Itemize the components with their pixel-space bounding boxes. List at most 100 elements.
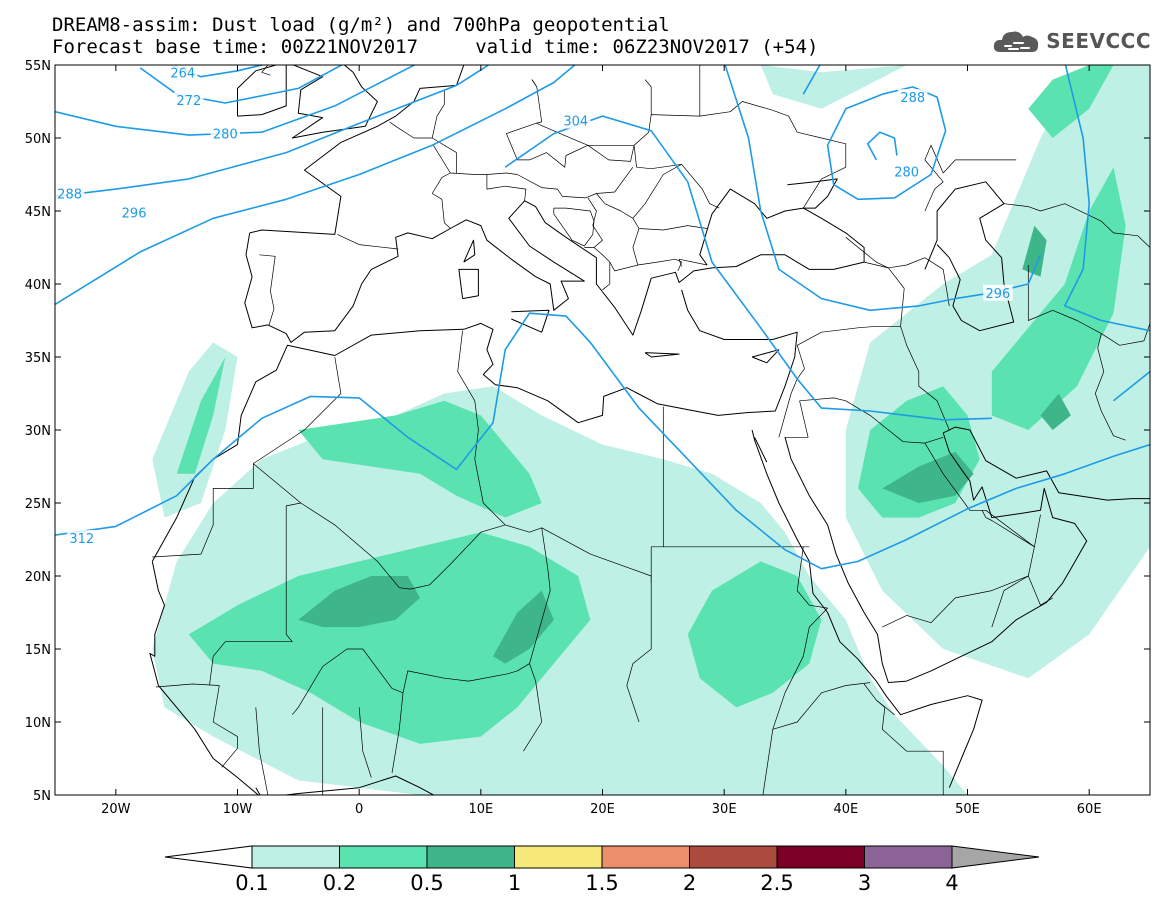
color-legend: 0.1 0.2 0.5 1 1.5 2 2.5 3 4 [164, 845, 1040, 895]
coastline-6 [754, 437, 768, 463]
country-border-60 [863, 683, 895, 715]
country-border-57 [531, 79, 538, 88]
legend-label: 0.1 [235, 871, 268, 895]
cloud-icon [994, 31, 1039, 52]
country-border-12 [358, 707, 372, 778]
lat-tick-label: 20N [25, 570, 51, 585]
country-border-11 [391, 692, 404, 774]
country-border-41 [584, 247, 638, 272]
lat-tick-label: 40N [25, 278, 51, 293]
coastline-4 [751, 429, 983, 788]
country-border-27 [882, 442, 1035, 628]
country-border-37 [517, 166, 634, 199]
country-border-49 [432, 193, 451, 229]
contour-label: 312 [69, 532, 94, 547]
contour-line-304-5 [504, 115, 992, 421]
contour-label-bg [210, 125, 241, 142]
country-border-46 [389, 121, 433, 139]
dust-area-0-3 [760, 65, 907, 109]
legend-label: 1 [508, 871, 521, 895]
country-border-55 [864, 261, 889, 269]
country-border-0 [152, 463, 254, 558]
lat-tick-label: 45N [25, 205, 51, 220]
dust-area-2-0 [298, 576, 420, 628]
coastline-17 [255, 787, 261, 795]
contour-label-bg [983, 284, 1013, 301]
lon-tick-label: 20E [590, 802, 615, 817]
coastline-7 [149, 561, 435, 795]
country-border-8 [626, 583, 652, 723]
legend-swatch [689, 845, 778, 869]
coastline-12 [458, 268, 479, 300]
country-border-25 [845, 237, 889, 269]
country-border-1 [253, 356, 342, 464]
country-border-34 [633, 145, 720, 209]
country-border-4 [457, 330, 484, 504]
contour-label: 288 [57, 187, 82, 202]
country-border-35 [506, 79, 635, 168]
country-border-16 [212, 685, 238, 768]
legend-arrow-high [951, 845, 1040, 869]
dust-area-1-5 [991, 167, 1126, 430]
contour-line-288-3 [55, 65, 490, 198]
country-border-43 [587, 197, 603, 248]
country-border-42 [602, 262, 611, 291]
contour-label-bg [55, 185, 85, 202]
lon-tick-label: 10E [468, 802, 493, 817]
country-border-15 [155, 683, 220, 688]
legend-swatch [864, 845, 953, 869]
dust-area-1-2 [176, 357, 226, 474]
coastline-1 [244, 188, 865, 343]
country-borders [152, 65, 1150, 795]
country-border-50 [486, 174, 527, 201]
coastline-2 [787, 178, 838, 209]
coastlines [149, 65, 1150, 795]
map-axes: 55N 50N 45N 40N 35N 30N 25N 20N 15N 10N 5N 20W 10W 0 1… [25, 59, 1150, 817]
dust-area-1-3 [687, 561, 822, 708]
contour-label: 280 [213, 128, 238, 143]
contour-label-bg [67, 530, 97, 547]
contour-line-unlabeled-12 [1113, 370, 1150, 402]
coastline-3 [237, 289, 798, 445]
contour-line-272-1 [139, 65, 344, 104]
country-border-29 [1003, 203, 1150, 248]
seevccc-logo: SEEVCCC [992, 26, 1151, 56]
country-border-39 [632, 163, 682, 219]
contour-line-unlabeled-10 [1064, 65, 1150, 332]
legend-label: 0.2 [323, 871, 356, 895]
country-border-24 [888, 257, 950, 327]
lon-tick-label: 10W [223, 802, 253, 817]
lat-tick-label: 55N [25, 59, 51, 74]
contour-label: 280 [894, 166, 919, 181]
lon-tick-label: 50E [955, 802, 980, 817]
lat-tick-label: 25N [25, 497, 51, 512]
lat-tick-label: 30N [25, 424, 51, 439]
country-border-47 [431, 145, 451, 194]
lon-tick-label: 30E [712, 802, 737, 817]
contour-label-bg [119, 204, 149, 221]
contour-label: 296 [122, 206, 147, 221]
coastline-11 [291, 65, 378, 139]
lat-tick-label: 35N [25, 351, 51, 366]
country-border-19 [762, 607, 828, 795]
country-border-53 [259, 254, 276, 326]
dust-area-2-2 [882, 451, 974, 503]
lat-tick-label: 10N [25, 716, 51, 731]
dust-area-1-6 [1028, 65, 1114, 138]
country-border-23 [778, 325, 950, 438]
contour-label-bg [560, 112, 591, 129]
country-border-32 [924, 144, 1017, 212]
contour-label: 264 [170, 66, 195, 81]
dust-area-1-0 [188, 532, 591, 744]
contour-label: 304 [563, 114, 588, 129]
map-title: DREAM8-assim: Dust load (g/m²) and 700hP… [52, 14, 670, 36]
coastline-5 [784, 426, 1150, 684]
contour-label-bg [168, 65, 198, 81]
country-border-22 [785, 400, 809, 438]
country-border-36 [536, 123, 635, 146]
lat-tick-label: 5N [33, 789, 51, 804]
country-border-2 [253, 463, 506, 590]
country-border-59 [644, 79, 652, 115]
coastline-13 [511, 309, 550, 333]
country-border-18 [772, 682, 871, 730]
